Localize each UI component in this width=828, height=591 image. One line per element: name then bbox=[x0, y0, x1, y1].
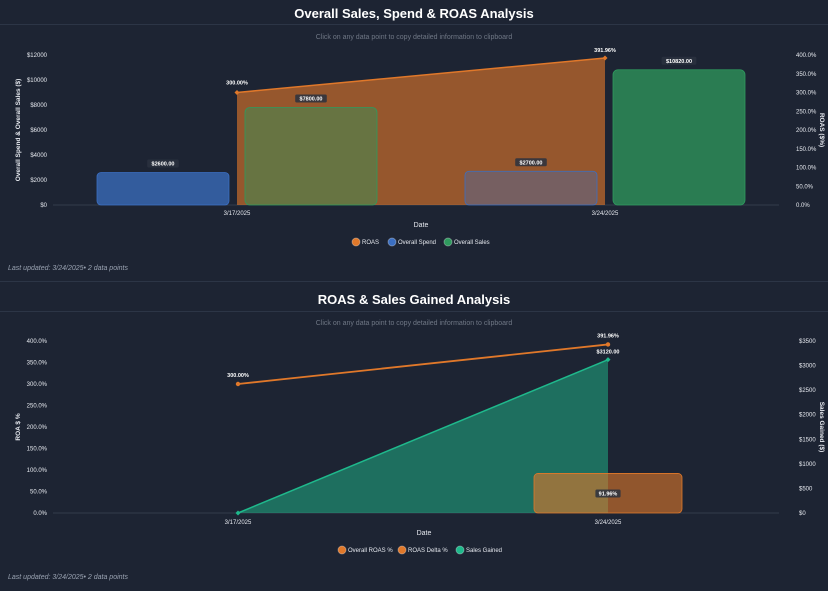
sales-gained-point bbox=[235, 510, 241, 516]
y-tick-left: 300.0% bbox=[27, 382, 48, 388]
y-tick-right: 350.0% bbox=[796, 72, 817, 78]
y-tick-right: 100.0% bbox=[796, 166, 817, 172]
y-tick-right: $1500 bbox=[799, 437, 816, 443]
legend-overall-roas-swatch bbox=[337, 545, 347, 555]
chart-title-bottom: ROAS & Sales Gained Analysis bbox=[317, 292, 511, 307]
sales-data-label-bg bbox=[295, 94, 327, 103]
y-tick-right: 200.0% bbox=[796, 128, 817, 134]
legend-sales-gained-swatch bbox=[455, 545, 465, 555]
roas-delta-data-label-bg bbox=[595, 489, 621, 498]
bar-overall-sales bbox=[244, 107, 378, 206]
y-tick-right: $3000 bbox=[799, 364, 816, 370]
y-tick-right: $0 bbox=[799, 511, 806, 517]
panel-divider bbox=[0, 281, 828, 282]
y-tick-right: 300.0% bbox=[796, 91, 817, 97]
x-tick: 3/24/2025 bbox=[592, 211, 619, 217]
y-tick-right: 250.0% bbox=[796, 109, 817, 115]
legend-roas-swatch bbox=[351, 237, 361, 247]
y-tick-left: 150.0% bbox=[27, 447, 48, 453]
y-tick-left: 0.0% bbox=[33, 511, 47, 517]
sales-gained-point bbox=[605, 357, 611, 363]
overall-roas-point bbox=[235, 381, 241, 387]
roas-line bbox=[236, 57, 606, 94]
roas-data-label: 391.96% bbox=[594, 48, 616, 54]
y-tick-left: $8000 bbox=[30, 103, 47, 109]
y-tick-left: $6000 bbox=[30, 128, 47, 134]
sales-gained-line bbox=[237, 358, 609, 514]
y-axis-label-right: ROAS ($%) bbox=[818, 113, 825, 147]
y-tick-right: 0.0% bbox=[796, 203, 810, 209]
bar-overall-sales bbox=[612, 69, 746, 206]
legend-roas-label: ROAS bbox=[362, 240, 379, 246]
legend-roas-delta-label: ROAS Delta % bbox=[408, 548, 448, 554]
spend-data-label: $2600.00 bbox=[152, 162, 175, 168]
hint-bottom: Click on any data point to copy detailed… bbox=[315, 320, 513, 327]
y-tick-right: $500 bbox=[799, 486, 813, 492]
spend-data-label-bg bbox=[147, 159, 179, 168]
y-axis-label-left: ROA $ % bbox=[15, 413, 22, 440]
legend-overall-spend-swatch bbox=[387, 237, 397, 247]
sales-data-label: $7800.00 bbox=[300, 97, 323, 103]
x-tick: 3/24/2025 bbox=[595, 520, 622, 526]
y-tick-left: 50.0% bbox=[30, 490, 48, 496]
y-tick-right: $2000 bbox=[799, 413, 816, 419]
overall-roas-line bbox=[237, 343, 609, 385]
chart-top[interactable]: $0 $2000 $4000 $6000 $8000 $10000 $12000 0.0% 50… bbox=[0, 0, 828, 260]
y-tick-left: 350.0% bbox=[27, 361, 48, 367]
roas-point bbox=[602, 55, 608, 61]
chart-title-top: Overall Sales, Spend & ROAS Analysis bbox=[294, 6, 534, 21]
x-axis-label: Date bbox=[414, 222, 429, 229]
y-tick-left: 100.0% bbox=[27, 468, 48, 474]
y-tick-right: 400.0% bbox=[796, 53, 817, 59]
y-tick-left: 400.0% bbox=[27, 339, 48, 345]
bar-overall-spend bbox=[464, 170, 598, 206]
sales-gained-data-label: $3120.00 bbox=[597, 350, 620, 356]
x-tick: 3/17/2025 bbox=[225, 520, 252, 526]
hint-top: Click on any data point to copy detailed… bbox=[315, 34, 513, 41]
last-updated-bottom: Last updated: 3/24/2025• 2 data points bbox=[8, 574, 128, 581]
y-tick-right: 150.0% bbox=[796, 147, 817, 153]
roas-point bbox=[234, 90, 240, 95]
y-tick-right: $2500 bbox=[799, 388, 816, 394]
y-tick-left: 250.0% bbox=[27, 404, 48, 410]
y-tick-left: $4000 bbox=[30, 153, 47, 159]
title-divider-bottom bbox=[0, 311, 828, 312]
legend-overall-sales-swatch bbox=[443, 237, 453, 247]
roas-delta-data-label: 91.96% bbox=[599, 491, 618, 497]
y-tick-right: $1000 bbox=[799, 462, 816, 468]
roas-data-label: 300.00% bbox=[226, 81, 248, 87]
overall-roas-data-label: 300.00% bbox=[227, 373, 249, 379]
last-updated-top: Last updated: 3/24/2025• 2 data points bbox=[8, 265, 128, 272]
spend-data-label: $2700.00 bbox=[520, 160, 543, 166]
y-tick-left: $2000 bbox=[30, 178, 47, 184]
spend-data-label-bg bbox=[515, 158, 547, 167]
x-tick: 3/17/2025 bbox=[224, 211, 251, 217]
title-divider-top bbox=[0, 24, 828, 25]
x-axis-label: Date bbox=[417, 530, 432, 537]
legend-overall-sales-label: Overall Sales bbox=[454, 240, 490, 246]
y-tick-right: 50.0% bbox=[796, 184, 814, 190]
overall-roas-point bbox=[605, 342, 611, 347]
y-tick-left: $0 bbox=[40, 203, 47, 209]
sales-data-label-bg bbox=[661, 56, 697, 65]
y-tick-left: $10000 bbox=[27, 78, 48, 84]
overall-roas-data-label: 391.96% bbox=[597, 333, 619, 339]
y-tick-left: $12000 bbox=[27, 53, 48, 59]
sales-data-label: $10820.00 bbox=[666, 59, 692, 65]
y-tick-left: 200.0% bbox=[27, 425, 48, 431]
roas-area bbox=[237, 58, 605, 205]
legend-overall-spend-label: Overall Spend bbox=[398, 240, 436, 246]
y-tick-right: $3500 bbox=[799, 339, 816, 345]
y-axis-label-left: Overall Spend & Overall Sales ($) bbox=[15, 79, 22, 182]
legend-overall-roas-label: Overall ROAS % bbox=[348, 548, 393, 554]
legend-roas-delta-swatch bbox=[397, 545, 407, 555]
bar-overall-spend bbox=[96, 172, 230, 206]
y-axis-label-right: Sales Gained ($) bbox=[818, 402, 825, 453]
legend-sales-gained-label: Sales Gained bbox=[466, 548, 502, 554]
